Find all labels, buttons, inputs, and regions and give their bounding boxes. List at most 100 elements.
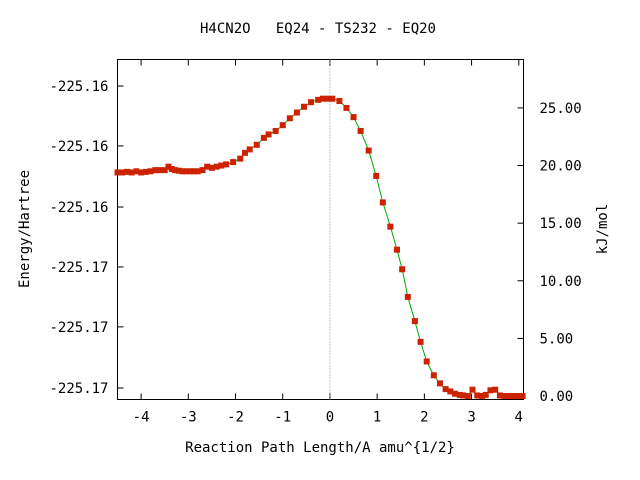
data-point bbox=[213, 163, 220, 170]
data-point bbox=[478, 393, 485, 400]
right-tick-label: 0.00 bbox=[540, 389, 574, 405]
left-tick-label: -225.17 bbox=[49, 260, 108, 276]
data-point bbox=[505, 393, 512, 400]
data-point bbox=[123, 168, 130, 175]
data-point bbox=[308, 99, 315, 106]
data-point bbox=[279, 122, 286, 129]
plot-area bbox=[117, 59, 524, 400]
x-tick-label: 1 bbox=[373, 410, 381, 426]
data-point bbox=[350, 114, 357, 121]
data-point bbox=[393, 246, 400, 253]
series-line-group bbox=[117, 98, 523, 397]
x-axis-label: Reaction Path Length/A amu^{1/2} bbox=[185, 440, 455, 456]
left-tick-label: -225.17 bbox=[49, 381, 108, 397]
x-tick-label: 0 bbox=[326, 410, 334, 426]
data-point bbox=[237, 155, 244, 162]
data-point bbox=[179, 168, 186, 175]
data-point bbox=[246, 146, 253, 153]
chart-title: H4CN2O EQ24 - TS232 - EQ20 bbox=[200, 21, 436, 37]
right-tick-label: 25.00 bbox=[540, 101, 582, 117]
data-point bbox=[324, 95, 331, 102]
data-point bbox=[423, 358, 430, 365]
data-point bbox=[373, 172, 380, 179]
data-point bbox=[329, 95, 336, 102]
data-point bbox=[343, 104, 350, 111]
data-point bbox=[430, 372, 437, 379]
data-point bbox=[218, 162, 225, 169]
data-point bbox=[286, 115, 293, 122]
data-point bbox=[223, 161, 230, 168]
data-point bbox=[161, 167, 168, 174]
left-tick-label: -225.16 bbox=[49, 79, 108, 95]
data-point bbox=[411, 318, 418, 325]
data-point bbox=[456, 391, 463, 398]
data-point bbox=[512, 393, 519, 400]
data-point bbox=[138, 169, 145, 176]
data-point bbox=[319, 95, 326, 102]
data-point bbox=[515, 393, 522, 400]
data-point bbox=[469, 386, 476, 393]
data-point bbox=[336, 97, 343, 104]
right-tick-label: 10.00 bbox=[540, 274, 582, 290]
data-point bbox=[156, 167, 163, 174]
data-point bbox=[293, 109, 300, 116]
data-point bbox=[208, 164, 215, 171]
series-line bbox=[117, 98, 523, 397]
data-point bbox=[442, 386, 449, 393]
data-point bbox=[464, 393, 471, 400]
data-point bbox=[114, 169, 121, 176]
data-point bbox=[447, 388, 454, 395]
data-point bbox=[417, 338, 424, 345]
data-point bbox=[260, 134, 267, 141]
data-point bbox=[168, 165, 175, 172]
data-point bbox=[387, 223, 394, 230]
data-points-group bbox=[114, 95, 526, 400]
right-tick-label: 5.00 bbox=[540, 331, 574, 347]
data-point bbox=[357, 127, 364, 134]
x-axis-ticks: -4 -3 -2 -1 0 1 2 3 4 bbox=[133, 59, 523, 426]
data-point bbox=[399, 266, 406, 273]
left-axis-label: Energy/Hartree bbox=[17, 170, 33, 288]
data-point bbox=[509, 393, 516, 400]
right-tick-label: 20.00 bbox=[540, 159, 582, 175]
data-point bbox=[204, 163, 211, 170]
data-point bbox=[436, 380, 443, 387]
data-point bbox=[460, 392, 467, 399]
data-point bbox=[194, 168, 201, 175]
left-tick-label: -225.16 bbox=[49, 200, 108, 216]
data-point bbox=[272, 127, 279, 134]
data-point bbox=[253, 141, 260, 148]
data-point bbox=[172, 167, 179, 174]
left-tick-label: -225.17 bbox=[49, 320, 108, 336]
data-point bbox=[492, 386, 499, 393]
data-point bbox=[182, 168, 189, 175]
data-point bbox=[187, 168, 194, 175]
right-tick-label: 15.00 bbox=[540, 216, 582, 232]
x-tick-label: 3 bbox=[467, 410, 475, 426]
x-tick-label: 2 bbox=[420, 410, 428, 426]
data-point bbox=[133, 168, 140, 175]
data-point bbox=[199, 167, 206, 174]
data-point bbox=[519, 393, 526, 400]
right-axis-ticks: 25.00 20.00 15.00 10.00 5.00 0.00 bbox=[517, 101, 582, 405]
data-point bbox=[190, 168, 197, 175]
data-point bbox=[128, 169, 135, 176]
data-point bbox=[379, 199, 386, 206]
data-point bbox=[474, 392, 481, 399]
data-point bbox=[315, 96, 322, 103]
data-point bbox=[165, 163, 172, 170]
data-point bbox=[501, 393, 508, 400]
data-point bbox=[265, 131, 272, 138]
data-point bbox=[230, 159, 237, 166]
data-point bbox=[300, 103, 307, 110]
left-axis-ticks: -225.16 -225.16 -225.16 -225.17 -225.17 -225.… bbox=[49, 79, 124, 397]
data-point bbox=[365, 147, 372, 154]
x-tick-label: -3 bbox=[180, 410, 197, 426]
data-point bbox=[152, 167, 159, 174]
data-point bbox=[404, 293, 411, 300]
data-point bbox=[119, 169, 126, 176]
data-point bbox=[452, 390, 459, 397]
left-tick-label: -225.16 bbox=[49, 139, 108, 155]
data-point bbox=[175, 167, 182, 174]
